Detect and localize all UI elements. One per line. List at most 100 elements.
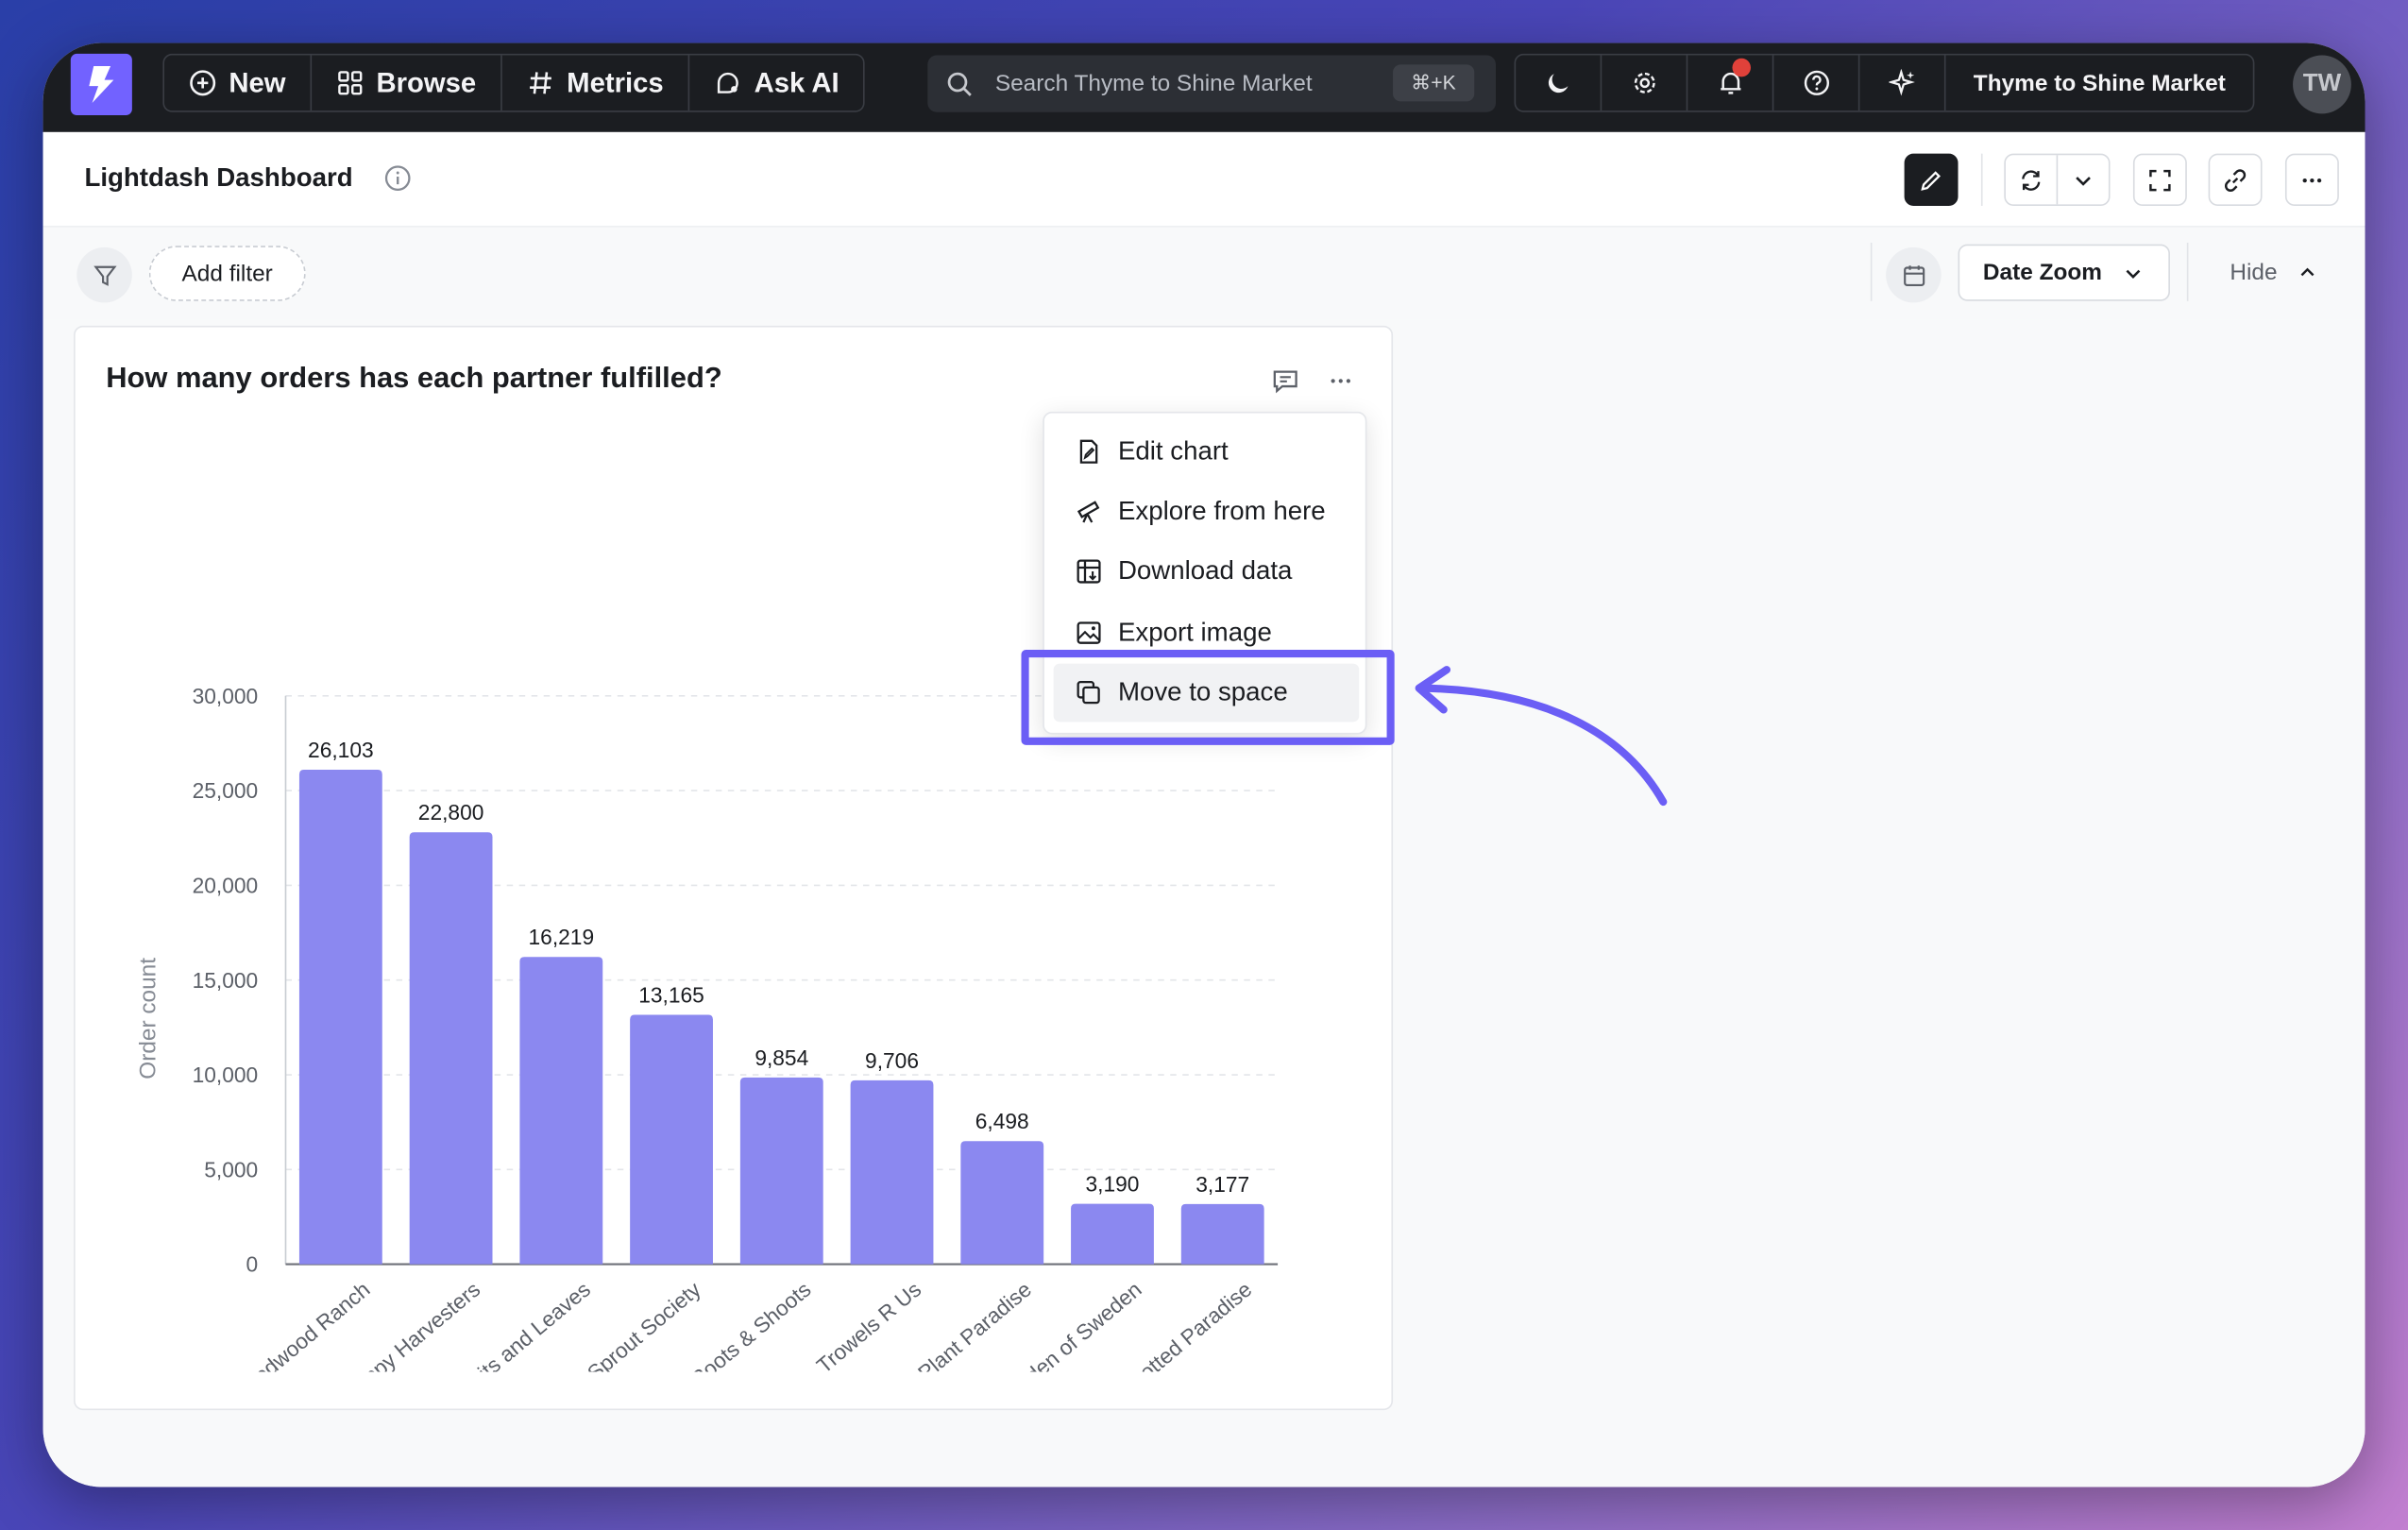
menu-export-label: Export image [1117,617,1272,647]
org-name: Thyme to Shine Market [1973,70,2226,96]
help-icon [1804,70,1829,95]
search-shortcut: ⌘+K [1392,64,1475,102]
filter-bar: Add filter Date Zoom Hide [42,227,2366,320]
callout-arrow-icon [1415,666,1668,807]
chevron-down-icon [2075,176,2091,185]
ask-ai-button[interactable]: Ask AI [689,56,863,111]
filter-icon [76,246,132,303]
edit-dashboard-button[interactable] [1904,153,1959,206]
search-placeholder: Search Thyme to Shine Market [994,70,1313,97]
menu-explore-label: Explore from here [1117,496,1326,526]
help-button[interactable] [1773,55,1860,111]
browse-button[interactable]: Browse [312,55,502,111]
more-horizontal-icon [2302,178,2322,182]
fullscreen-button[interactable] [2132,153,2187,206]
funnel-icon [93,264,116,286]
image-icon [1077,621,1101,644]
search-icon [947,71,972,96]
highlight-box [1021,650,1395,745]
dark-mode-button[interactable] [1516,55,1603,111]
y-tick-label: 25,000 [193,778,259,803]
y-axis-title: Order count [135,958,161,1080]
ask-ai-label: Ask AI [754,66,839,98]
lightdash-logo[interactable] [70,53,132,115]
bar [1180,1203,1264,1265]
sparkle-icon [1888,69,1915,96]
data-label: 22,800 [418,800,484,824]
settings-button[interactable] [1602,55,1688,111]
data-label: 26,103 [308,738,374,762]
data-label: 3,177 [1196,1172,1249,1197]
menu-export-image[interactable]: Export image [1054,604,1360,662]
notification-badge [1732,58,1751,77]
menu-move-to-space[interactable]: Move to space [1053,663,1360,722]
x-tick-label: Sprout Society [583,1276,706,1371]
gear-icon [1633,72,1654,94]
bar-chart: 0 5,000 10,000 15,000 20,000 25,000 30,000 26,1… [135,684,1279,1372]
organization-switcher[interactable]: Thyme to Shine Market [1946,56,2254,111]
bar [739,1077,823,1265]
calendar-icon [1886,246,1942,303]
menu-edit-chart[interactable]: Edit chart [1054,422,1360,481]
hash-icon [530,72,551,94]
browse-label: Browse [376,66,477,98]
x-tick-label: Redwood Ranch [237,1277,375,1372]
telescope-icon [1077,501,1100,523]
new-button[interactable]: New [164,55,313,111]
copy-icon [1077,681,1100,705]
plus-circle-icon [190,70,216,96]
comment-icon[interactable] [1270,366,1301,397]
bar [1071,1203,1154,1265]
grid-icon [338,71,363,95]
share-link-button[interactable] [2208,153,2263,206]
bar [298,769,382,1265]
x-tick-label: Plant Paradise [913,1277,1036,1372]
date-zoom-select[interactable]: Date Zoom [1958,244,2170,301]
data-label: 16,219 [529,925,595,949]
tile-context-menu: Edit chart Explore from here Download da… [1043,411,1367,735]
x-tick-label: Potted Paradise [1124,1277,1257,1372]
chat-ai-icon [718,72,738,94]
chevron-up-icon [2300,267,2315,277]
data-label: 3,190 [1086,1172,1140,1197]
tile-title[interactable]: How many orders has each partner fulfill… [106,362,722,396]
info-icon[interactable] [384,164,412,192]
refresh-button[interactable] [2004,153,2111,206]
add-filter-button[interactable]: Add filter [148,246,306,301]
dashboard-header: Lightdash Dashboard [42,131,2366,228]
refresh-icon [2021,169,2040,190]
metrics-button[interactable]: Metrics [502,55,690,111]
menu-download-data[interactable]: Download data [1054,542,1360,601]
link-icon [2224,168,2247,192]
top-navigation-bar: New Browse Metrics Ask AI Search Thyme t… [42,42,2366,132]
filter-divider-right [2186,242,2189,301]
hide-filters-toggle[interactable]: Hide [2230,245,2318,301]
bolt-icon [89,65,114,103]
notifications-button[interactable] [1687,55,1774,111]
page-title: Lightdash Dashboard [84,162,353,193]
user-avatar[interactable]: TW [2293,55,2351,114]
search-bar[interactable]: Search Thyme to Shine Market ⌘+K [927,55,1497,112]
chevron-down-icon [2126,268,2140,279]
utility-icons: Thyme to Shine Market [1514,53,2255,112]
table-download-icon [1077,559,1101,584]
data-label: 9,854 [755,1046,808,1070]
app-window: New Browse Metrics Ask AI Search Thyme t… [42,42,2366,1488]
y-tick-label: 20,000 [193,874,259,898]
more-options-button[interactable] [2284,153,2339,206]
edit-chart-icon [1079,439,1098,464]
header-divider [1980,153,1983,206]
calendar-glyph-icon [1903,264,1925,286]
bar [630,1014,713,1265]
date-zoom-label: Date Zoom [1982,259,2102,286]
new-label: New [229,66,286,98]
ai-sparkle-button[interactable] [1859,55,1946,111]
y-tick-label: 0 [246,1252,259,1277]
metrics-label: Metrics [567,66,664,98]
pencil-icon [1921,170,1941,191]
menu-explore-from-here[interactable]: Explore from here [1054,483,1360,541]
y-tick-label: 5,000 [204,1157,258,1182]
fullscreen-icon [2149,169,2171,191]
tile-menu-icon[interactable] [1325,366,1356,397]
main-nav: New Browse Metrics Ask AI [162,53,866,112]
